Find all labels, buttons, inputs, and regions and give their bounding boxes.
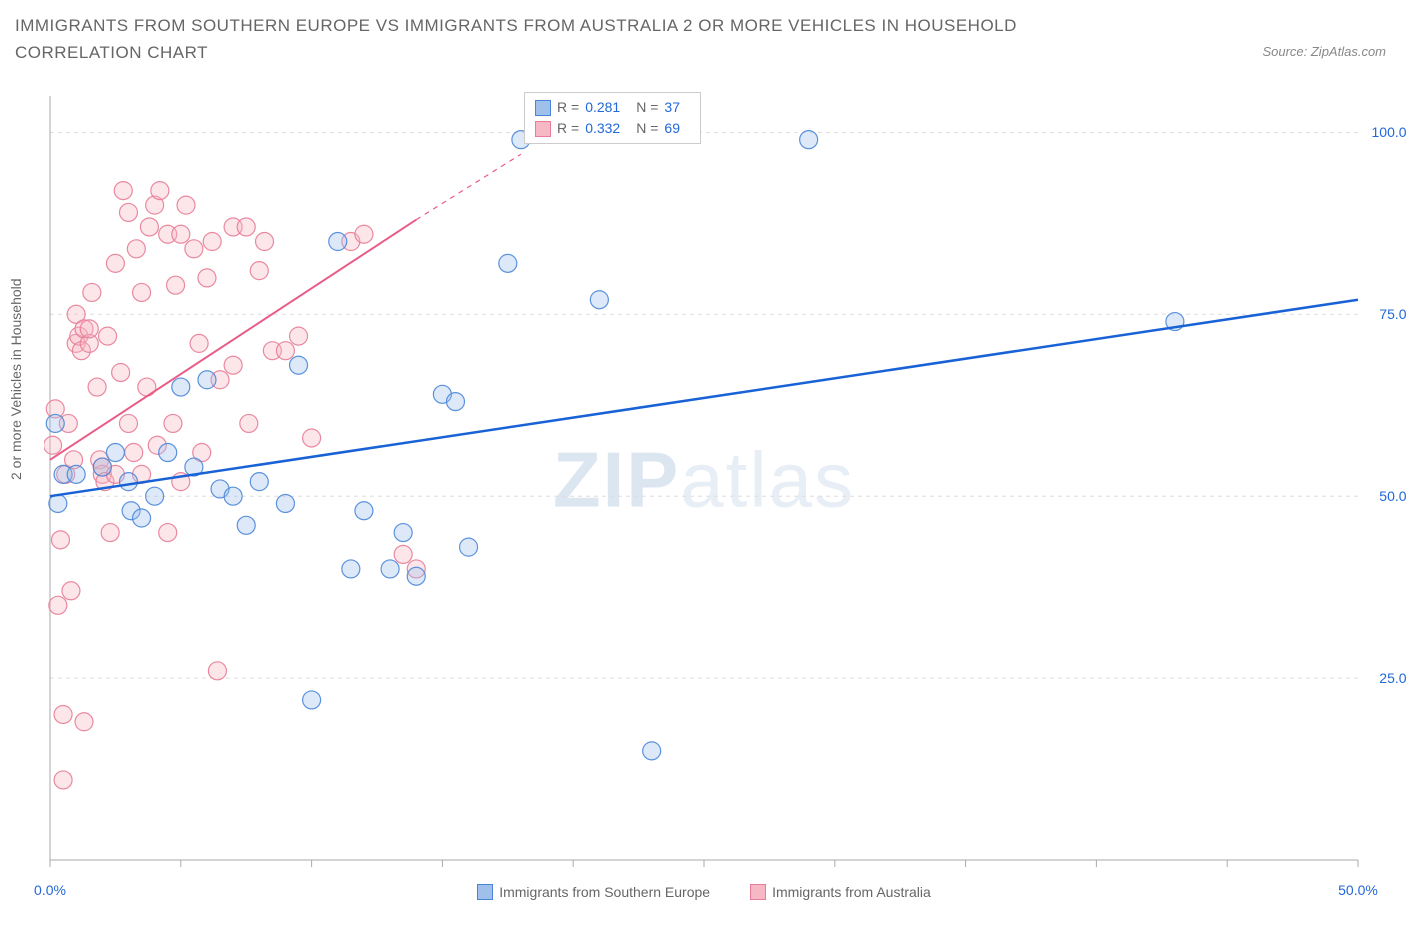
stats-n-value-1: 69 <box>664 118 680 139</box>
swatch-series-0 <box>535 100 551 116</box>
stats-r-value-0: 0.281 <box>585 97 620 118</box>
y-axis-label: 2 or more Vehicles in Household <box>8 278 24 480</box>
y-tick-label: 25.0% <box>1379 670 1406 686</box>
bottom-legend: Immigrants from Southern Europe Immigran… <box>44 884 1364 900</box>
legend-label-1: Immigrants from Australia <box>772 884 931 900</box>
y-tick-label: 75.0% <box>1379 306 1406 322</box>
stats-row-series-1: R = 0.332 N = 69 <box>535 118 690 139</box>
legend-label-0: Immigrants from Southern Europe <box>499 884 710 900</box>
y-tick-label: 100.0% <box>1372 124 1406 140</box>
stats-n-label: N = <box>636 97 658 118</box>
stats-r-value-1: 0.332 <box>585 118 620 139</box>
legend-item-1: Immigrants from Australia <box>750 884 931 900</box>
stats-n-value-0: 37 <box>664 97 680 118</box>
plot-area: ZIPatlas R = 0.281 N = 37 R = 0.332 N = … <box>44 90 1364 870</box>
legend-item-0: Immigrants from Southern Europe <box>477 884 710 900</box>
source-attribution: Source: ZipAtlas.com <box>1262 44 1386 59</box>
chart-title: IMMIGRANTS FROM SOUTHERN EUROPE VS IMMIG… <box>15 12 1135 66</box>
stats-legend-box: R = 0.281 N = 37 R = 0.332 N = 69 <box>524 92 701 144</box>
stats-row-series-0: R = 0.281 N = 37 <box>535 97 690 118</box>
stats-n-label: N = <box>636 118 658 139</box>
legend-swatch-0 <box>477 884 493 900</box>
swatch-series-1 <box>535 121 551 137</box>
stats-r-label: R = <box>557 118 579 139</box>
stats-r-label: R = <box>557 97 579 118</box>
header-row: IMMIGRANTS FROM SOUTHERN EUROPE VS IMMIG… <box>15 12 1386 66</box>
legend-swatch-1 <box>750 884 766 900</box>
chart-svg <box>44 90 1364 870</box>
y-tick-label: 50.0% <box>1379 488 1406 504</box>
